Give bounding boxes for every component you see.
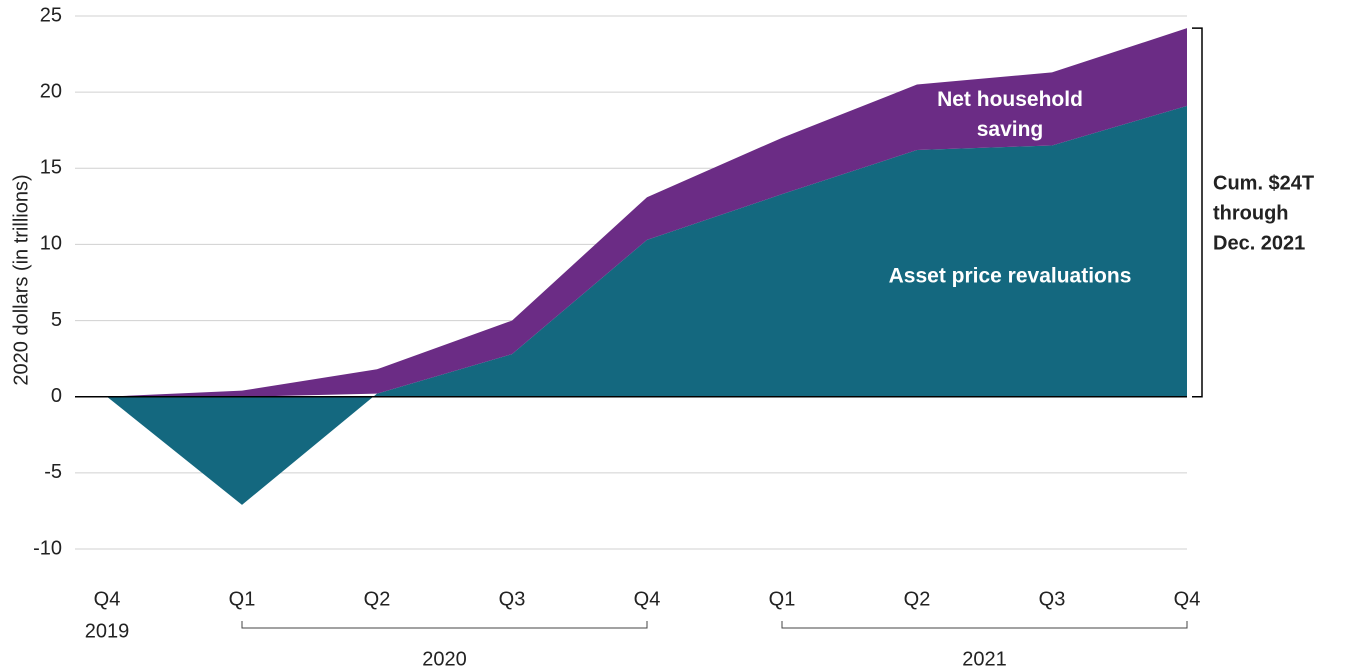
x-tick-label: Q4: [1174, 588, 1201, 610]
year-bracket: [781, 621, 1188, 629]
x-tick-label: Q3: [499, 588, 526, 610]
y-tick-label: -10: [33, 537, 62, 559]
y-tick-label: 20: [40, 80, 62, 102]
y-tick-label: 10: [40, 233, 62, 255]
y-tick-label: 15: [40, 157, 62, 179]
bracket: [1192, 27, 1203, 398]
y-tick-label: 0: [51, 385, 62, 407]
year-label: 2021: [962, 648, 1007, 670]
year-bracket: [241, 621, 648, 629]
label-line: saving: [977, 118, 1044, 141]
annotation: through: [1213, 202, 1289, 224]
x-tick-label: Q2: [904, 588, 931, 610]
x-tick-label: Q4: [94, 588, 121, 610]
area: [107, 105, 1187, 505]
x-tick-label: Q1: [229, 588, 256, 610]
annotation: Dec. 2021: [1213, 232, 1305, 254]
year-label: 2019: [85, 620, 130, 642]
label-line: Net household: [937, 88, 1083, 111]
x-tick-label: Q2: [364, 588, 391, 610]
y-axis-label: 2020 dollars (in trillions): [10, 174, 32, 385]
year-label: 2020: [422, 648, 467, 670]
series-label: Asset price revaluations: [889, 265, 1132, 288]
series-label: Net household saving: [937, 88, 1083, 141]
area: [107, 28, 1187, 397]
x-tick-label: Q1: [769, 588, 796, 610]
y-tick-label: 5: [51, 309, 62, 331]
y-tick-label: 25: [40, 4, 62, 26]
x-tick-label: Q3: [1039, 588, 1066, 610]
y-tick-label: -5: [44, 461, 62, 483]
x-tick-label: Q4: [634, 588, 661, 610]
annotation: Cum. $24T: [1213, 172, 1314, 194]
